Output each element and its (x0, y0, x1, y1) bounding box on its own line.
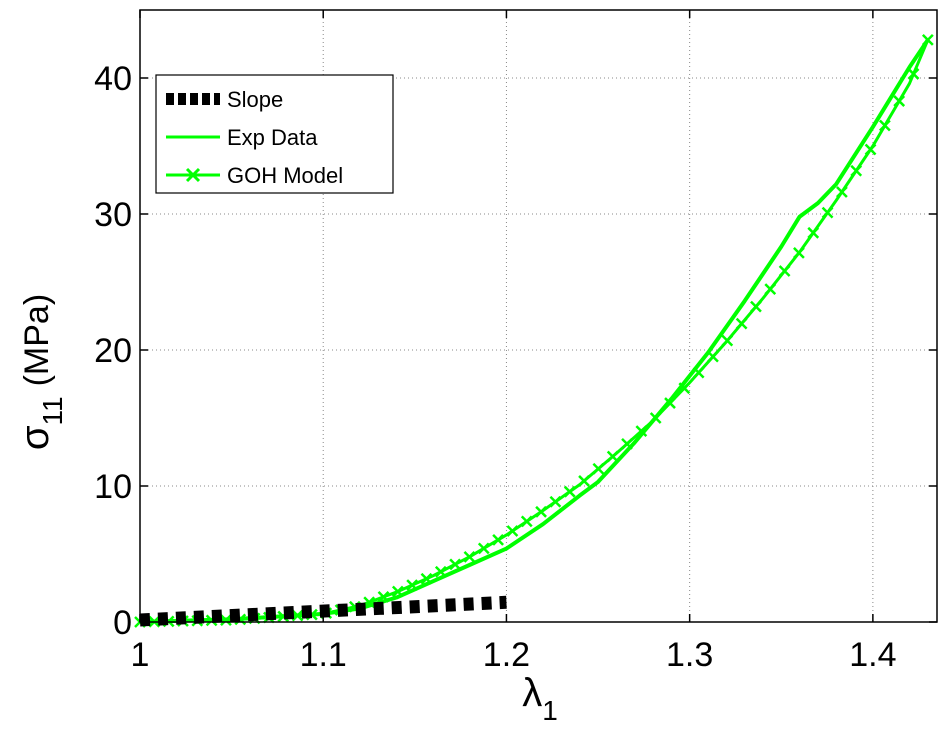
goh-model-marker (907, 68, 920, 80)
goh-model-marker (850, 164, 863, 177)
goh-model-marker (434, 565, 447, 578)
y-tick-label: 30 (94, 196, 132, 234)
goh-model-marker (750, 300, 762, 313)
legend-marker-goh-model (185, 167, 201, 183)
goh-model-marker (778, 265, 791, 277)
legend: Slope Exp Data GOH Model (155, 74, 394, 194)
x-axis-symbol: λ (522, 671, 542, 715)
legend-label-slope: Slope (227, 87, 283, 112)
goh-model-marker (864, 143, 877, 156)
goh-model-marker (535, 505, 547, 518)
goh-model-marker (406, 579, 419, 591)
y-axis-subscript: 11 (37, 396, 68, 425)
goh-model-marker (477, 542, 490, 555)
goh-model-marker (793, 247, 805, 259)
goh-model-marker (764, 283, 777, 295)
tick-labels: 1 1.1 1.2 1.3 1.4 0 10 20 30 40 (94, 60, 896, 674)
y-tick-label: 20 (94, 332, 132, 370)
x-tick-label: 1.4 (849, 636, 896, 674)
x-axis-label: λ1 (522, 671, 558, 726)
goh-model-marker (821, 206, 834, 219)
goh-model-marker (606, 450, 619, 463)
goh-model-marker (391, 585, 404, 598)
goh-model-marker (807, 226, 820, 239)
goh-model-marker (463, 551, 476, 563)
x-axis-subscript: 1 (542, 695, 558, 726)
goh-model-marker (635, 425, 648, 437)
goh-model-marker (578, 475, 590, 487)
goh-model-marker (707, 350, 719, 363)
goh-model-marker (449, 558, 462, 571)
y-axis-unit: (MPa) (18, 294, 56, 387)
y-tick-label: 10 (94, 468, 132, 506)
goh-model-marker (592, 462, 605, 475)
axes-box (139, 9, 938, 623)
x-tick-label: 1 (131, 636, 150, 674)
goh-model-marker (893, 95, 906, 107)
ticks (139, 10, 937, 623)
legend-label-goh-model: GOH Model (227, 163, 343, 188)
goh-model-marker (291, 609, 304, 622)
goh-model-marker (921, 34, 934, 46)
y-tick-label: 40 (94, 60, 132, 98)
goh-model-marker (721, 334, 734, 347)
goh-model-marker (878, 119, 891, 132)
goh-model-marker (420, 572, 433, 585)
goh-model-marker (492, 534, 504, 546)
goh-model-marker (836, 186, 848, 198)
goh-model-marker (649, 412, 662, 424)
series-slope-line (139, 595, 507, 627)
goh-model-marker (563, 485, 576, 498)
goh-model-marker (506, 525, 519, 537)
x-tick-label: 1.1 (300, 636, 347, 674)
goh-model-marker (735, 317, 748, 330)
goh-model-marker (664, 397, 676, 409)
goh-model-marker (220, 614, 232, 626)
goh-model-marker (621, 437, 633, 450)
goh-model-marker (520, 515, 533, 528)
goh-model-marker (678, 382, 691, 395)
y-tick-label: 0 (113, 604, 132, 642)
goh-model-marker (549, 495, 562, 508)
x-tick-label: 1.2 (483, 636, 530, 674)
goh-model-marker (363, 596, 376, 609)
series-layer (134, 34, 934, 628)
goh-model-marker (377, 591, 390, 603)
y-axis-label: σ11 (MPa) (13, 294, 68, 450)
y-axis-symbol: σ (13, 425, 57, 450)
x-tick-label: 1.3 (666, 636, 713, 674)
legend-label-exp-data: Exp Data (227, 125, 318, 150)
goh-model-marker (692, 366, 705, 379)
